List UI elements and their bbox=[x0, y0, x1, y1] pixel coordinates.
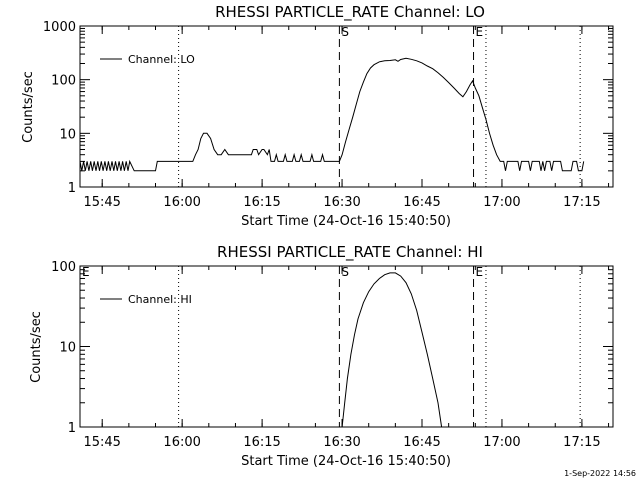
x-axis-ticks: 15:45 16:00 16:15 16:30 16:45 17:00 17:15 bbox=[83, 266, 610, 450]
footer-timestamp: 1-Sep-2022 14:56 bbox=[564, 469, 636, 478]
legend: Channel: HI bbox=[100, 293, 192, 306]
plot-frame bbox=[79, 25, 614, 188]
chart-panel-lo: RHESSI PARTICLE_RATE Channel: LO 15:45 16… bbox=[21, 3, 614, 229]
series-line bbox=[79, 57, 585, 172]
legend: Channel: LO bbox=[100, 53, 195, 66]
x-axis-label: Start Time (24-Oct-16 15:40:50) bbox=[241, 214, 451, 229]
event-marker-label: S bbox=[341, 25, 349, 39]
event-marker-label: E bbox=[82, 265, 90, 279]
event-marker-label: S bbox=[341, 265, 349, 279]
y-tick-label: 10 bbox=[59, 127, 76, 142]
x-tick-label: 16:15 bbox=[243, 435, 280, 450]
legend-label: Channel: LO bbox=[128, 53, 195, 66]
y-tick-label: 10 bbox=[59, 341, 76, 356]
chart-title: RHESSI PARTICLE_RATE Channel: HI bbox=[217, 243, 483, 262]
event-marker-label: E bbox=[476, 265, 484, 279]
series-lines bbox=[341, 272, 443, 428]
y-tick-label: 1000 bbox=[43, 20, 76, 35]
x-tick-label: 16:45 bbox=[403, 195, 440, 210]
x-tick-label: 16:00 bbox=[163, 435, 200, 450]
y-tick-label: 1 bbox=[68, 421, 76, 436]
event-marker-label: E bbox=[476, 25, 484, 39]
chart-panel-hi: RHESSI PARTICLE_RATE Channel: HI 15:45 16… bbox=[29, 243, 614, 469]
x-tick-label: 15:45 bbox=[83, 195, 120, 210]
x-tick-label: 16:15 bbox=[243, 195, 280, 210]
x-axis-ticks: 15:45 16:00 16:15 16:30 16:45 17:00 17:15 bbox=[83, 26, 610, 210]
y-axis-ticks: 1 10 100 bbox=[51, 260, 613, 436]
x-tick-label: 16:30 bbox=[323, 195, 360, 210]
plot-frame bbox=[79, 265, 614, 428]
series-lines bbox=[79, 57, 585, 172]
y-axis-label: Counts/sec bbox=[29, 311, 44, 383]
x-tick-label: 17:15 bbox=[563, 435, 600, 450]
y-axis-label: Counts/sec bbox=[21, 71, 36, 143]
y-axis-ticks: 1 10 100 1000 bbox=[43, 20, 613, 196]
series-line bbox=[341, 272, 443, 428]
legend-label: Channel: HI bbox=[128, 293, 192, 306]
x-tick-label: 16:45 bbox=[403, 435, 440, 450]
x-axis-label: Start Time (24-Oct-16 15:40:50) bbox=[241, 454, 451, 469]
x-tick-label: 16:30 bbox=[323, 435, 360, 450]
y-tick-label: 100 bbox=[51, 74, 76, 89]
x-tick-label: 15:45 bbox=[83, 435, 120, 450]
x-tick-label: 17:00 bbox=[483, 195, 520, 210]
chart-title: RHESSI PARTICLE_RATE Channel: LO bbox=[215, 3, 485, 22]
x-tick-label: 16:00 bbox=[163, 195, 200, 210]
y-tick-label: 100 bbox=[51, 260, 76, 275]
y-tick-label: 1 bbox=[68, 181, 76, 196]
x-tick-label: 17:00 bbox=[483, 435, 520, 450]
x-tick-label: 17:15 bbox=[563, 195, 600, 210]
